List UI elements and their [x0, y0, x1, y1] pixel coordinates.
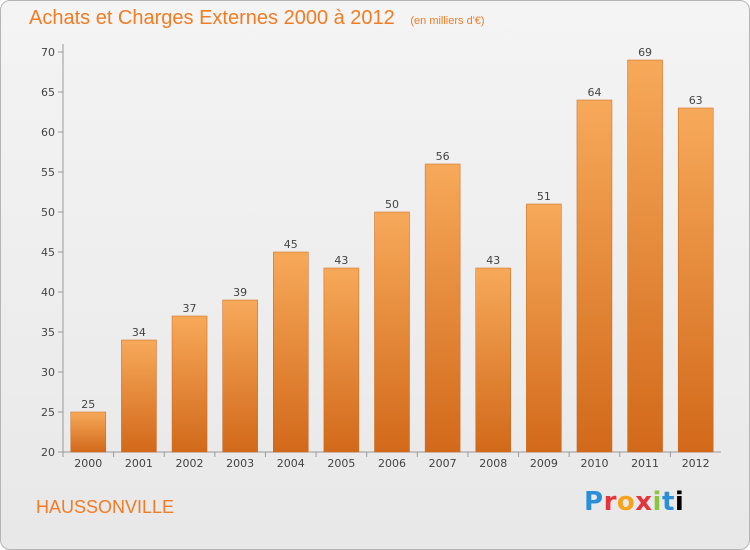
- bar: [222, 299, 258, 453]
- x-tick-label: 2008: [479, 457, 507, 470]
- y-tick-label: 50: [41, 206, 55, 219]
- bar-value-label: 25: [81, 398, 95, 411]
- bars: 25 34 37 39 45 43 50 56 43 51 64 69 63: [70, 46, 714, 453]
- x-tick-label: 2005: [327, 457, 355, 470]
- x-tick-label: 2003: [226, 457, 254, 470]
- x-tick-label: 2006: [378, 457, 406, 470]
- bar-value-label: 34: [132, 326, 146, 339]
- y-axis: 20 25 30 35 40 45 50 55 60 65 70: [41, 44, 64, 459]
- proxiti-logo: Proxiti: [584, 487, 684, 517]
- y-tick-label: 40: [41, 286, 55, 299]
- logo-letter: r: [603, 487, 617, 517]
- bar-value-label: 63: [689, 94, 703, 107]
- bar: [475, 267, 511, 453]
- logo-letter: x: [635, 487, 653, 517]
- logo-letter: t: [661, 487, 675, 517]
- x-tick-label: 2010: [580, 457, 608, 470]
- x-tick-label: 2004: [277, 457, 305, 470]
- bar: [273, 251, 309, 453]
- y-tick-label: 70: [41, 46, 55, 59]
- bar: [70, 411, 107, 453]
- y-tick-label: 45: [41, 246, 55, 259]
- logo-letter: o: [616, 487, 636, 517]
- bar: [627, 59, 663, 453]
- bar-value-label: 43: [334, 254, 348, 267]
- bar-value-label: 43: [486, 254, 500, 267]
- bar-value-label: 45: [284, 238, 298, 251]
- chart-title: Achats et Charges Externes 2000 à 2012 (…: [29, 7, 485, 30]
- chart-unit: (en milliers d'€): [410, 15, 485, 27]
- x-tick-label: 2012: [682, 457, 710, 470]
- x-tick-label: 2001: [125, 457, 153, 470]
- x-tick-label: 2011: [631, 457, 659, 470]
- bar: [424, 163, 461, 453]
- bar: [374, 211, 410, 453]
- bar-value-label: 51: [537, 190, 551, 203]
- x-axis: 2000 2001 2002 2003 2004 2005 2006 2007 2008 2009…: [62, 451, 721, 470]
- x-tick-label: 2000: [74, 457, 102, 470]
- x-tick-label: 2009: [530, 457, 558, 470]
- bar-value-label: 50: [385, 198, 399, 211]
- bar: [526, 203, 562, 453]
- bar: [576, 99, 613, 453]
- y-tick-label: 30: [41, 366, 55, 379]
- y-tick-label: 55: [41, 166, 55, 179]
- commune-name: HAUSSONVILLE: [36, 497, 175, 517]
- y-tick-label: 20: [41, 446, 55, 459]
- x-tick-label: 2007: [429, 457, 457, 470]
- y-tick-label: 25: [41, 406, 55, 419]
- logo-letter: i: [652, 487, 662, 517]
- chart-title-text: Achats et Charges Externes 2000 à 2012: [29, 7, 395, 29]
- bar-value-label: 56: [436, 150, 450, 163]
- bar: [677, 107, 714, 453]
- bar-value-label: 64: [587, 86, 601, 99]
- logo-letter: i: [674, 487, 685, 517]
- bar: [171, 315, 208, 453]
- bar: [323, 267, 360, 453]
- y-tick-label: 65: [41, 86, 55, 99]
- y-tick-label: 60: [41, 126, 55, 139]
- bar-value-label: 39: [233, 286, 247, 299]
- x-tick-label: 2002: [176, 457, 204, 470]
- logo-letter: P: [584, 487, 604, 517]
- bar: [121, 339, 157, 453]
- y-tick-label: 35: [41, 326, 55, 339]
- bar-value-label: 37: [183, 302, 197, 315]
- bar-value-label: 69: [638, 46, 652, 59]
